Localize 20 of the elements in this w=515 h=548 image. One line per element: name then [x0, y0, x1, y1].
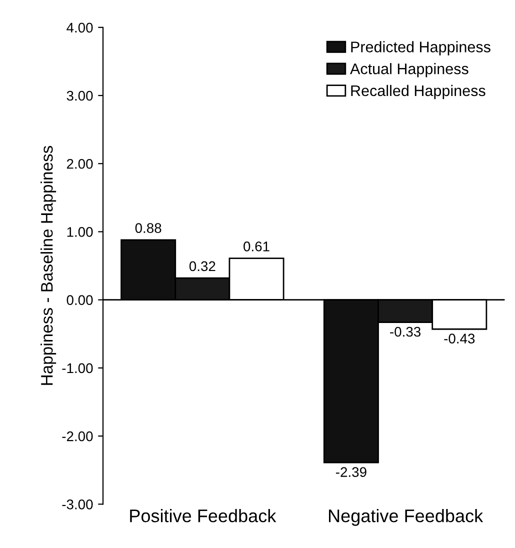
data-label: 0.61 [244, 242, 270, 252]
legend-label: Actual Happiness [350, 63, 468, 78]
y-tick-label: 2.00 [66, 158, 93, 169]
y-tick-label: -1.00 [62, 363, 93, 374]
x-tick-label: Negative Feedback [328, 509, 484, 526]
data-label: -0.33 [390, 326, 421, 337]
y-axis-title: Happiness - Baseline Happiness [40, 146, 56, 385]
y-tick-label: 3.00 [66, 90, 93, 101]
data-label: -0.43 [444, 334, 475, 344]
data-label: 0.88 [135, 223, 162, 233]
legend-label: Predicted Happiness [351, 41, 490, 56]
y-tick-label: 4.00 [66, 22, 93, 33]
y-tick-label: 1.00 [67, 227, 93, 237]
x-tick-label: Positive Feedback [130, 509, 276, 522]
data-label: -2.39 [336, 467, 366, 477]
y-tick-label: -3.00 [62, 499, 93, 510]
data-label: 0.32 [189, 261, 216, 272]
y-tick-label: -2.00 [62, 431, 93, 442]
legend-label: Recalled Happiness [351, 84, 486, 100]
y-tick-label: 0.00 [66, 295, 93, 306]
